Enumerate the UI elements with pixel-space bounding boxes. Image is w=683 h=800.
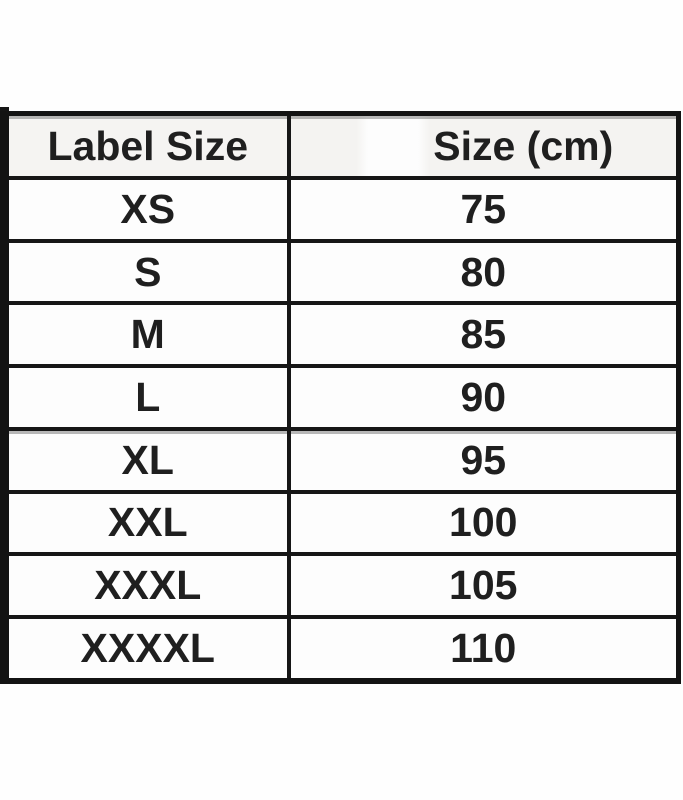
size-cm-cell: 75 xyxy=(286,176,681,243)
size-cm-cell: 105 xyxy=(286,552,681,620)
size-cm-cell: 100 xyxy=(286,489,681,557)
label-size-cell: S xyxy=(2,238,291,306)
label-size-cell: XXL xyxy=(2,489,291,557)
size-cm-cell: 90 xyxy=(286,364,681,431)
header-row: Label Size Size (cm) xyxy=(2,111,681,180)
column-header-label-size: Label Size xyxy=(2,111,291,180)
table-row: L 90 xyxy=(2,364,681,431)
size-cm-cell: 110 xyxy=(286,615,681,683)
label-size-cell: XXXXL xyxy=(2,615,291,683)
column-header-label-size-text: Label Size xyxy=(47,122,248,169)
label-size-cell: M xyxy=(2,301,291,369)
table-row: XXXXL 110 xyxy=(2,615,681,683)
table-row: XL 95 xyxy=(2,426,681,494)
label-size-cell: XL xyxy=(2,426,291,494)
column-header-size-cm: Size (cm) xyxy=(286,111,681,180)
table-row: S 80 xyxy=(2,238,681,306)
size-cm-cell: 80 xyxy=(286,238,681,306)
size-chart-table: Label Size Size (cm) XS 75 S 80 M 85 L xyxy=(0,111,681,684)
label-size-cell: XXXL xyxy=(2,552,291,620)
label-size-cell: XS xyxy=(2,176,291,243)
column-header-size-cm-text: Size (cm) xyxy=(433,122,614,169)
table-row: M 85 xyxy=(2,301,681,369)
table-row: XXXL 105 xyxy=(2,552,681,620)
table-row: XS 75 xyxy=(2,176,681,243)
size-cm-cell: 85 xyxy=(286,301,681,369)
label-size-cell: L xyxy=(2,364,291,431)
size-cm-cell: 95 xyxy=(286,426,681,494)
table-row: XXL 100 xyxy=(2,489,681,557)
